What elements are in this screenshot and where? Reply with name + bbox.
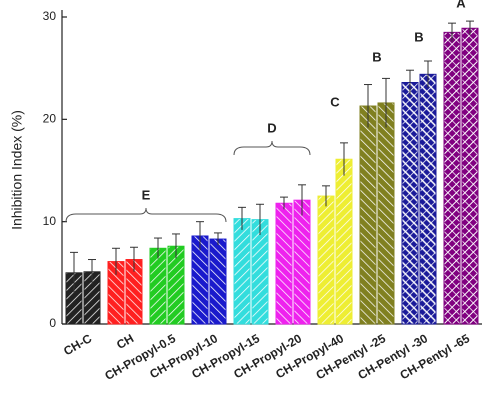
brace [233, 140, 311, 156]
bar [359, 105, 377, 325]
bar [275, 202, 293, 325]
y-axis-label: Inhibition Index (%) [9, 110, 25, 230]
y-tick-label: 10 [43, 214, 57, 228]
x-tick-label: CH-C [61, 331, 94, 358]
group-letter: C [330, 94, 340, 109]
bar [209, 238, 227, 325]
x-tick-label: CH [114, 331, 136, 352]
group-letter: E [142, 187, 151, 202]
bar [293, 199, 311, 325]
bar [377, 102, 395, 325]
bar [251, 219, 269, 325]
bar [401, 81, 419, 325]
group-letter: B [372, 49, 381, 64]
y-tick-label: 0 [49, 316, 56, 330]
y-tick-label: 30 [43, 9, 57, 23]
bar [149, 247, 167, 325]
brace [65, 207, 227, 223]
y-tick-label: 20 [43, 112, 57, 126]
bar [317, 195, 335, 325]
group-letter: D [267, 120, 276, 135]
bar [443, 31, 461, 325]
bar [419, 73, 437, 325]
bar [461, 27, 479, 325]
bar [233, 218, 251, 325]
group-letter: B [414, 29, 423, 44]
bar [335, 158, 353, 325]
group-letter: A [456, 0, 466, 10]
